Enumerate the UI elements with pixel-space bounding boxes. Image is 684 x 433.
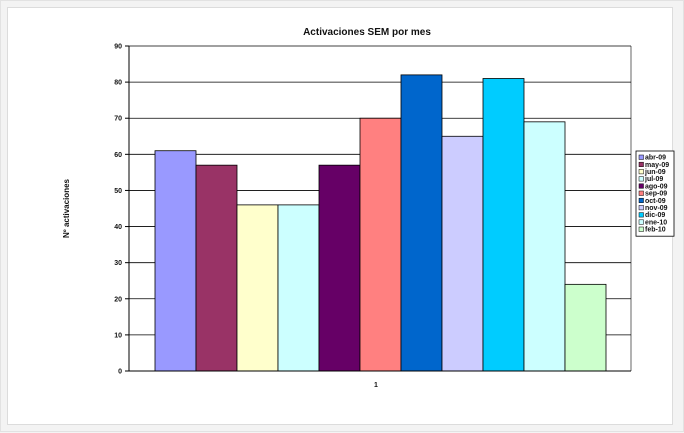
legend-swatch-ene-10 [638,219,644,225]
legend-label: abr-09 [645,155,666,162]
legend-swatch-oct-09 [638,197,644,203]
y-tick-label: 0 [118,369,122,376]
bar-sep-09 [359,117,402,372]
legend-swatch-jun-09 [638,169,644,175]
legend-label: ene-10 [645,219,667,226]
legend-label: oct-09 [645,198,666,205]
legend: abr-09may-09jun-09jul-09ago-09sep-09oct-… [635,150,675,237]
legend-label: dic-09 [645,212,665,219]
legend-swatch-feb-10 [638,226,644,232]
x-tick-labels: 1 [374,382,378,389]
legend-label: ago-09 [645,183,668,190]
legend-swatch-dic-09 [638,212,644,218]
legend-label: feb-10 [645,227,666,234]
y-tick-label: 90 [114,44,122,51]
y-tick-label: 70 [114,116,122,123]
bars [154,74,607,372]
y-tick-label: 60 [114,152,122,159]
legend-swatch-ago-09 [638,183,644,189]
bar-abr-09 [154,150,197,372]
bar-nov-09 [441,135,484,372]
legend-swatch-nov-09 [638,205,644,211]
y-tick-label: 40 [114,224,122,231]
bar-ene-10 [523,121,566,372]
bar-may-09 [195,164,238,372]
legend-label: sep-09 [645,191,667,198]
bar-jul-09 [277,204,320,372]
y-tick-label: 50 [114,188,122,195]
x-tick-label: 1 [374,382,378,389]
legend-swatch-abr-09 [638,154,644,160]
legend-label: jul-09 [644,176,663,183]
y-tick-labels: 0 10 20 30 40 50 60 70 80 90 [114,44,129,376]
legend-swatch-jul-09 [638,176,644,182]
axes [128,46,632,372]
y-tick-label: 80 [114,80,122,87]
bar-oct-09 [400,74,443,372]
y-tick-label: 20 [114,296,122,303]
bar-dic-09 [482,78,525,372]
legend-swatch-may-09 [638,161,644,167]
y-tick-label: 30 [114,260,122,267]
legend-label: may-09 [645,162,669,169]
legend-swatch-sep-09 [638,190,644,196]
bar-feb-10 [564,283,607,372]
y-axis-label: Nº activaciones [62,178,71,238]
bar-jun-09 [236,204,279,372]
legend-label: nov-09 [645,205,668,212]
y-tick-label: 10 [114,332,122,339]
bar-ago-09 [318,164,361,372]
legend-label: jun-09 [644,169,666,176]
chart-title: Activaciones SEM por mes [303,27,431,38]
